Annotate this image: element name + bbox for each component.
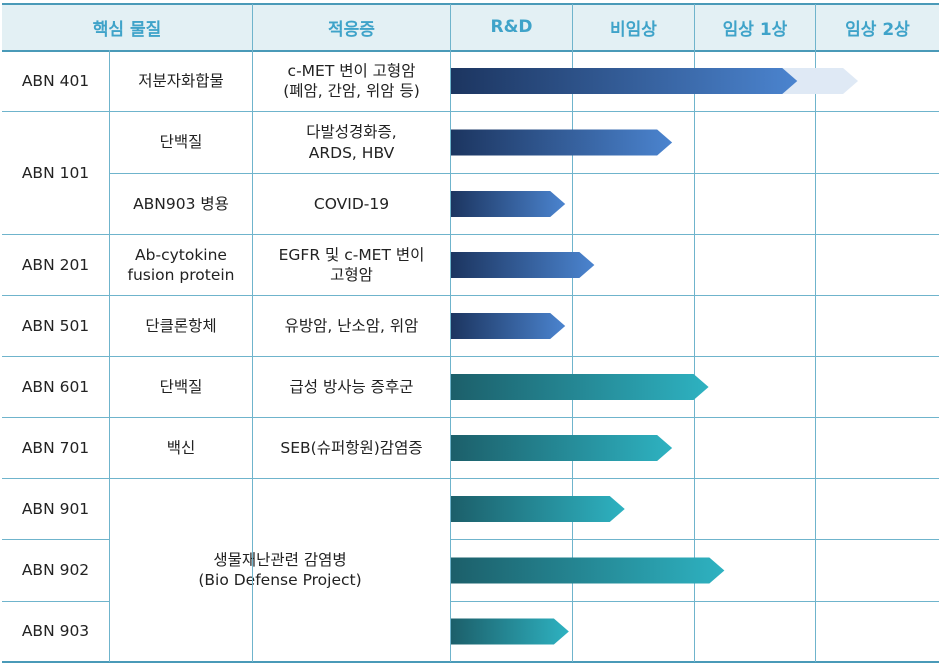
- row-divider: [110, 173, 939, 174]
- col-divider: [694, 4, 695, 662]
- header-stage-preclinical: 비임상: [573, 4, 694, 50]
- row-indication: SEB(슈퍼항원)감염증: [280, 438, 423, 457]
- col-divider: [572, 4, 573, 662]
- row-code: ABN 401: [21, 71, 90, 90]
- progress-arrow: [451, 435, 673, 461]
- progress-arrow: [451, 496, 625, 522]
- row-code: ABN 501: [21, 316, 90, 335]
- progress-arrow: [451, 129, 673, 156]
- row-code: ABN 201: [21, 255, 90, 274]
- row-indication: 다발성경화증, ARDS, HBV: [306, 123, 397, 162]
- progress-arrow: [451, 252, 595, 278]
- row-divider: [451, 601, 939, 602]
- row-divider: [2, 356, 939, 357]
- row-substance: ABN903 병용: [133, 194, 229, 213]
- row-divider: [451, 539, 939, 540]
- table-bottom-border: [2, 661, 939, 663]
- row-divider: [2, 111, 939, 112]
- row-divider: [2, 417, 939, 418]
- col-divider: [815, 4, 816, 662]
- col-divider: [252, 4, 253, 662]
- table-top-border: [2, 3, 939, 5]
- row-divider: [2, 295, 939, 296]
- row-code: ABN 901: [21, 499, 90, 518]
- header-bottom-border: [2, 50, 939, 52]
- progress-arrow: [451, 191, 566, 217]
- header-stage-phase1: 임상 1상: [695, 4, 815, 50]
- progress-arrow: [451, 374, 709, 400]
- row-substance: 단백질: [159, 133, 203, 152]
- row-indication: c-MET 변이 고형암 (폐암, 간암, 위암 등): [283, 61, 420, 100]
- row-divider: [2, 478, 939, 479]
- col-divider: [109, 50, 110, 662]
- row-code: ABN 101: [21, 163, 90, 182]
- row-substance: 단클론항체: [145, 316, 217, 335]
- planned-progress-arrow: [782, 68, 859, 94]
- progress-arrow: [451, 618, 569, 645]
- row-indication: 급성 방사능 증후군: [289, 377, 414, 396]
- bio-defense-group-label: 생물재난관련 감염병 (Bio Defense Project): [198, 550, 362, 589]
- progress-arrow: [451, 68, 798, 94]
- row-indication: EGFR 및 c-MET 변이 고형암: [278, 245, 425, 284]
- row-indication: 유방암, 난소암, 위암: [284, 316, 419, 335]
- col-divider: [450, 4, 451, 662]
- progress-arrow: [451, 557, 725, 584]
- row-divider: [2, 539, 109, 540]
- row-code: ABN 701: [21, 438, 90, 457]
- row-indication: COVID-19: [313, 194, 390, 213]
- progress-arrow: [451, 313, 566, 339]
- row-code: ABN 902: [21, 561, 90, 580]
- header-stage-phase2: 임상 2상: [816, 4, 939, 50]
- header-indication: 적응증: [253, 4, 450, 50]
- row-substance: 백신: [166, 438, 196, 457]
- header-substance: 핵심 물질: [2, 4, 252, 50]
- header-stage-rnd: R&D: [451, 4, 572, 50]
- row-substance: 저분자화합물: [138, 71, 224, 90]
- row-divider: [2, 234, 939, 235]
- row-substance: 단백질: [159, 377, 203, 396]
- row-code: ABN 903: [21, 622, 90, 641]
- row-divider: [2, 601, 109, 602]
- row-code: ABN 601: [21, 377, 90, 396]
- row-substance: Ab-cytokine fusion protein: [127, 245, 235, 284]
